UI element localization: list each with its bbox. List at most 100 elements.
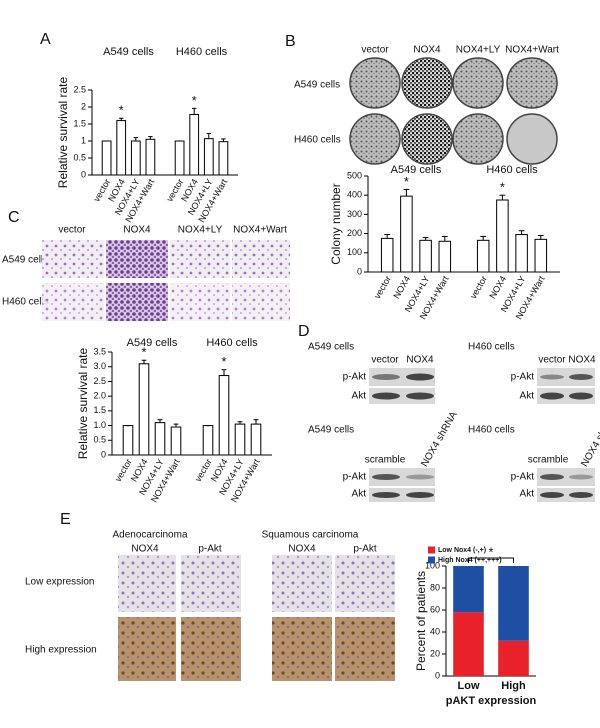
bar — [174, 140, 185, 176]
panel-label: C — [8, 209, 20, 226]
lane-label: scramble — [365, 455, 406, 466]
x-tick-label: High — [501, 680, 526, 692]
y-tick-label: 1 — [81, 135, 86, 145]
bar-segment — [453, 566, 484, 613]
western-blots — [369, 368, 595, 502]
y-tick-label: 80 — [430, 582, 440, 592]
bar — [515, 234, 528, 273]
stain-label: p-Akt — [198, 544, 222, 555]
bar — [203, 138, 214, 176]
y-tick-label: 100 — [425, 560, 440, 570]
row-label: p-Akt — [343, 472, 367, 483]
bar — [476, 239, 490, 273]
group-label: H460 cells — [486, 164, 538, 176]
y-tick-label: 200 — [347, 228, 362, 238]
annotation: * — [192, 93, 197, 108]
y-tick-label: 100 — [347, 247, 362, 257]
bar — [400, 195, 413, 273]
y-tick-label: 1.0 — [93, 420, 106, 430]
y-tick-label: 3.5 — [93, 346, 106, 356]
y-tick-label: 1.5 — [93, 405, 106, 415]
legend-swatch — [428, 556, 435, 564]
y-tick-label: 0 — [101, 449, 106, 459]
y-tick-label: 0 — [435, 670, 440, 680]
colony-plates — [349, 57, 558, 165]
lane-label: NOX4 — [406, 355, 434, 366]
column-label: NOX4+LY — [178, 225, 223, 236]
y-axis-label: Relative survival rate — [76, 347, 90, 459]
column-label: NOX4+Wart — [233, 225, 287, 236]
y-tick-label: 0 — [357, 266, 362, 276]
group-label: Squamous carcinoma — [262, 530, 359, 541]
lane-label: NOX4 — [568, 355, 596, 366]
panel-label: B — [285, 33, 296, 50]
x-axis-label: pAKT expression — [446, 695, 537, 707]
legend-label: Low Nox4 (-,+) — [438, 547, 486, 554]
row-label: A549 cells — [2, 255, 48, 266]
group-label: Adenocarcinoma — [112, 530, 187, 541]
y-axis-label: Relative survival rate — [56, 76, 70, 188]
y-tick-label: 40 — [430, 626, 440, 636]
lane-label: vector — [538, 355, 566, 366]
bar-segment — [498, 566, 529, 641]
y-axis-label: Percent of patients — [414, 571, 428, 671]
y-tick-label: 2.5 — [93, 376, 106, 386]
significance-bracket — [468, 557, 514, 563]
bar — [138, 363, 150, 456]
y-tick-label: 2.0 — [93, 391, 106, 401]
row-label: Akt — [352, 489, 367, 500]
annotation: * — [221, 354, 226, 369]
x-tick-label: vector — [468, 274, 489, 300]
x-tick-label: vector — [372, 274, 393, 300]
annotation: * — [404, 174, 409, 189]
bar-segment — [498, 640, 529, 676]
bar — [218, 375, 230, 456]
column-label: NOX4 — [413, 45, 441, 56]
y-axis-label: Colony number — [329, 183, 343, 264]
bar — [189, 113, 200, 176]
bar — [419, 239, 432, 273]
y-tick-label: 2 — [81, 101, 86, 111]
blot-title: H460 cells — [468, 342, 515, 353]
panel-label: D — [298, 323, 310, 340]
row-label: H460 cells — [2, 297, 49, 308]
y-tick-label: 0.5 — [73, 152, 86, 162]
column-label: vector — [58, 225, 86, 236]
group-label: H460 cells — [176, 46, 228, 58]
panel-label: E — [60, 511, 71, 528]
row-label: High expression — [25, 645, 97, 656]
row-label: H460 cells — [294, 135, 341, 146]
bar — [130, 140, 141, 176]
lane-label: NOX4 shRNA — [579, 410, 600, 469]
row-label: Akt — [520, 391, 535, 402]
bar — [438, 240, 452, 273]
blot-title: A549 cells — [308, 342, 354, 353]
y-tick-label: 2.5 — [73, 84, 86, 94]
x-tick-label: Low — [458, 680, 480, 692]
y-tick-label: 0 — [81, 169, 86, 179]
y-tick-label: 0.5 — [93, 435, 106, 445]
bar — [202, 425, 214, 456]
bar — [154, 422, 166, 456]
annotation: * — [141, 345, 146, 360]
legend-swatch — [428, 546, 435, 554]
annotation: * — [488, 544, 493, 559]
lane-label: scramble — [528, 455, 569, 466]
y-tick-label: 500 — [347, 170, 362, 180]
group-label: A549 cells — [103, 46, 154, 58]
legend-label: High Nox4 (++,+++) — [438, 557, 502, 564]
lane-label: vector — [371, 355, 399, 366]
row-label: A549 cells — [294, 80, 340, 91]
annotation: * — [119, 103, 124, 118]
row-label: p-Akt — [511, 472, 535, 483]
column-label: NOX4 — [123, 225, 151, 236]
group-label: A549 cells — [391, 164, 442, 176]
bar — [496, 199, 509, 273]
transwell-images — [42, 240, 290, 321]
stain-label: NOX4 — [131, 544, 159, 555]
column-label: NOX4+LY — [456, 45, 501, 56]
row-label: Akt — [352, 391, 367, 402]
bar — [145, 138, 156, 176]
blot-title: H460 cells — [468, 425, 515, 436]
